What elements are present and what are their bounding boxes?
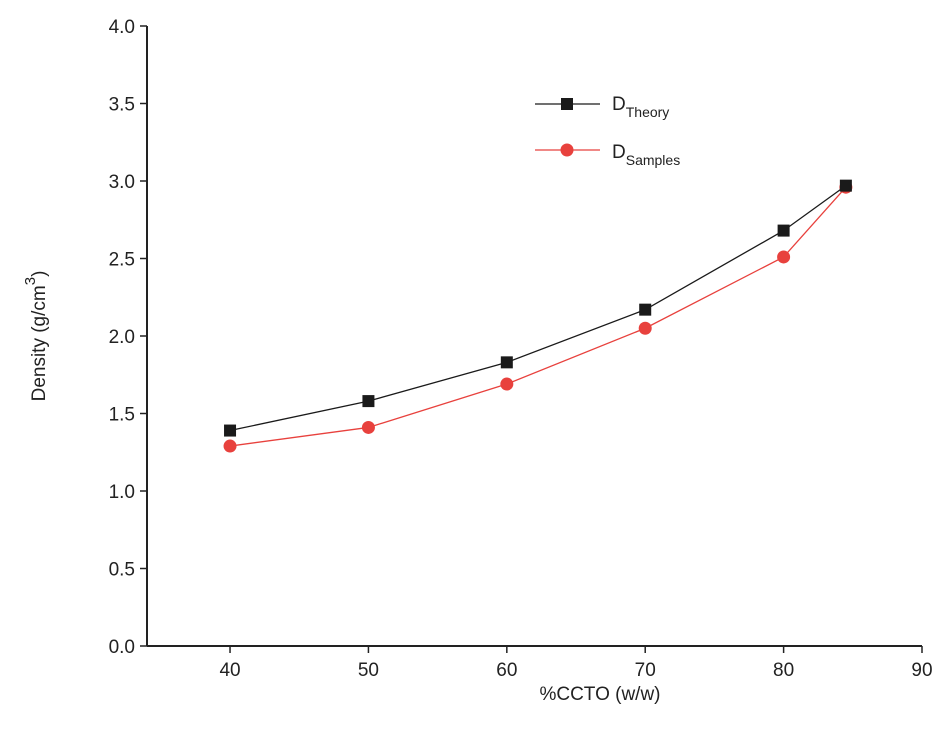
- legend-item-theory: DTheory: [535, 94, 669, 120]
- legend-theory-marker: [561, 98, 573, 110]
- x-axis-title: %CCTO (w/w): [539, 684, 660, 705]
- data-point-theory: [224, 424, 237, 437]
- data-point-samples: [638, 321, 652, 335]
- data-point-theory: [362, 395, 375, 408]
- x-tick-label: 50: [358, 660, 379, 681]
- legend-samples-sub: Samples: [626, 152, 680, 168]
- y-axis-title-sup: 3: [22, 277, 39, 285]
- y-axis-title-close: ): [29, 271, 50, 277]
- x-ticks: 40 50 60 70 80 90: [219, 646, 933, 681]
- y-tick-label: 1.5: [109, 405, 135, 426]
- y-tick-label: 4.0: [109, 17, 135, 38]
- y-tick-label: 3.0: [109, 172, 135, 193]
- legend-samples-label: DSamples: [612, 142, 680, 168]
- data-point-theory: [777, 224, 790, 237]
- y-tick-label: 2.5: [109, 250, 135, 271]
- y-axis-title-main: Density (g/cm: [29, 285, 50, 401]
- legend-samples-main: D: [612, 142, 626, 163]
- y-tick-label: 3.5: [109, 95, 135, 116]
- y-tick-label: 0.5: [109, 560, 135, 581]
- data-point-theory: [500, 356, 513, 369]
- x-tick-label: 80: [773, 660, 794, 681]
- x-tick-label: 40: [219, 660, 240, 681]
- y-tick-label: 1.0: [109, 482, 135, 503]
- x-tick-label: 70: [635, 660, 656, 681]
- data-point-theory: [639, 303, 652, 316]
- axes: [146, 26, 922, 647]
- series-line-samples: [229, 186, 847, 447]
- legend-theory-sub: Theory: [626, 104, 670, 120]
- x-tick-label: 60: [496, 660, 517, 681]
- data-point-theory: [839, 179, 852, 192]
- legend: DTheory DSamples: [535, 94, 680, 168]
- data-point-samples: [500, 377, 514, 391]
- data-point-samples: [777, 250, 791, 264]
- legend-samples-marker: [560, 143, 574, 157]
- y-ticks: 0.0 0.5 1.0 1.5 2.0 2.5 3.0 3.5 4.0: [109, 17, 147, 658]
- data-point-samples: [361, 420, 375, 434]
- legend-theory-main: D: [612, 94, 626, 115]
- y-tick-label: 2.0: [109, 327, 135, 348]
- data-point-samples: [223, 439, 237, 453]
- series-layer: [223, 179, 853, 453]
- legend-item-samples: DSamples: [535, 142, 680, 168]
- legend-theory-label: DTheory: [612, 94, 669, 120]
- series-line-theory: [229, 185, 847, 432]
- x-tick-label: 90: [911, 660, 932, 681]
- y-axis-title: Density (g/cm3): [22, 271, 50, 402]
- y-tick-label: 0.0: [109, 637, 135, 658]
